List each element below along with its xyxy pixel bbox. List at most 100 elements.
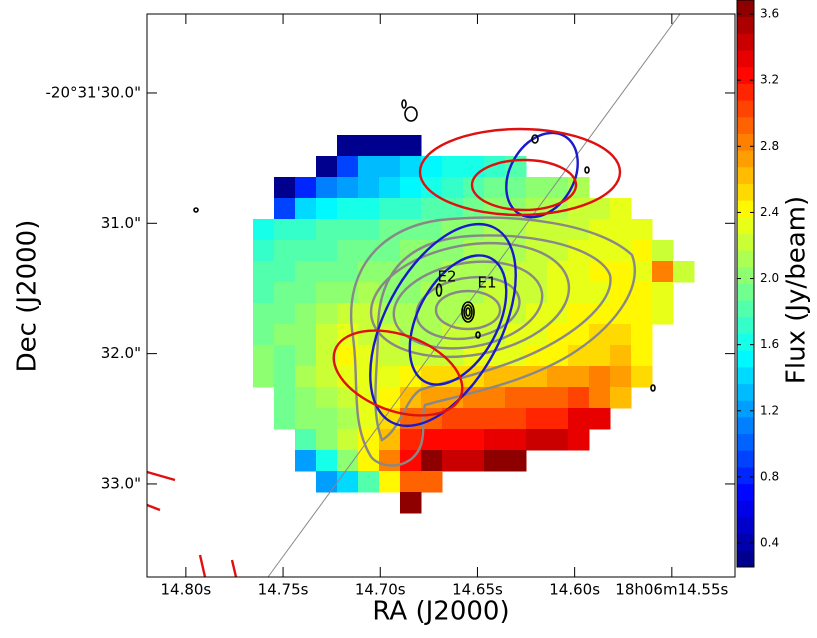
pixel: [526, 387, 548, 409]
pixel: [505, 177, 527, 199]
x-tick-label: 14.65s: [452, 581, 503, 599]
pixel: [295, 366, 317, 388]
colorbar-band: [737, 516, 754, 535]
colorbar-band: [737, 283, 754, 301]
x-tick-label: 14.75s: [258, 581, 309, 599]
pixel: [589, 387, 611, 409]
pixel: [526, 345, 548, 367]
colorbar-band: [737, 533, 754, 551]
pixel: [463, 408, 485, 430]
colorbar-tick-label: 2.8: [760, 139, 779, 153]
red-contour: [146, 470, 238, 578]
pixel: [295, 261, 317, 283]
colorbar-band: [737, 400, 754, 418]
y-tick-label: 32.0": [101, 344, 141, 362]
pixel: [421, 177, 443, 199]
pixel: [526, 408, 548, 430]
pixel: [316, 240, 338, 262]
pixel: [652, 240, 674, 262]
colorbar-band: [737, 416, 754, 435]
pixel: [442, 450, 464, 472]
colorbar-band: [737, 16, 754, 34]
colorbar-band: [737, 116, 754, 134]
x-axis-label: RA (J2000): [372, 597, 509, 627]
pixel: [421, 429, 443, 451]
pixel: [631, 366, 653, 388]
x-tick-label: 14.60s: [549, 581, 600, 599]
pixel: [631, 282, 653, 304]
pixel: [337, 135, 359, 157]
colorbar-band: [737, 33, 754, 51]
pixel: [337, 471, 359, 493]
pixel: [379, 471, 401, 493]
x-tick-label: 14.70s: [355, 581, 406, 599]
colorbar-band: [737, 0, 754, 18]
pixel: [589, 324, 611, 346]
pixel: [316, 324, 338, 346]
pixel: [463, 198, 485, 220]
pixel: [589, 408, 611, 430]
pixel: [379, 156, 401, 178]
colorbar-band: [737, 166, 754, 184]
pixel: [379, 366, 401, 388]
pixel: [379, 261, 401, 283]
pixel: [505, 387, 527, 409]
pixel: [421, 219, 443, 241]
colorbar-band: [737, 250, 754, 268]
pixel: [274, 240, 296, 262]
pixel: [442, 303, 464, 325]
pixel: [316, 366, 338, 388]
pixel: [316, 282, 338, 304]
pixel: [463, 156, 485, 178]
pixel: [295, 450, 317, 472]
colorbar-band: [737, 200, 754, 218]
pixel: [400, 471, 422, 493]
pixel: [589, 366, 611, 388]
pixel: [484, 450, 506, 472]
plot-frame: [146, 13, 736, 578]
pixel: [631, 240, 653, 262]
pixel: [358, 345, 380, 367]
colorbar-band: [737, 483, 754, 501]
pixel: [484, 177, 506, 199]
colorbar-band: [737, 83, 754, 101]
colorbar-tick-label: 2.4: [760, 205, 779, 219]
pixel: [631, 261, 653, 283]
pixel: [295, 324, 317, 346]
colorbar-band: [737, 216, 754, 234]
pixel: [652, 261, 674, 283]
pixel: [568, 198, 590, 220]
pixel: [547, 282, 569, 304]
pixel: [337, 261, 359, 283]
pixel: [568, 429, 590, 451]
pixel: [547, 387, 569, 409]
pixel: [442, 240, 464, 262]
colorbar-band: [737, 550, 754, 568]
pixel: [652, 282, 674, 304]
pixel: [547, 324, 569, 346]
pixel: [673, 261, 695, 283]
pixel: [652, 303, 674, 325]
pixel: [568, 366, 590, 388]
pixel: [274, 387, 296, 409]
pixel: [337, 240, 359, 262]
pixel: [421, 198, 443, 220]
y-axis-label: Dec (J2000): [13, 220, 43, 373]
pixel: [400, 429, 422, 451]
pixel: [463, 450, 485, 472]
pixel: [610, 345, 632, 367]
x-tick-label: 18h06m14.55s: [615, 581, 728, 599]
pixel: [442, 345, 464, 367]
pixel: [295, 198, 317, 220]
red-contour: [332, 329, 464, 417]
pixel: [442, 177, 464, 199]
pixel: [295, 240, 317, 262]
pixel: [379, 345, 401, 367]
pixel: [358, 219, 380, 241]
pixel: [316, 471, 338, 493]
gray-contour: [369, 241, 571, 359]
pixel: [589, 345, 611, 367]
pixel: [295, 219, 317, 241]
pixel: [547, 366, 569, 388]
